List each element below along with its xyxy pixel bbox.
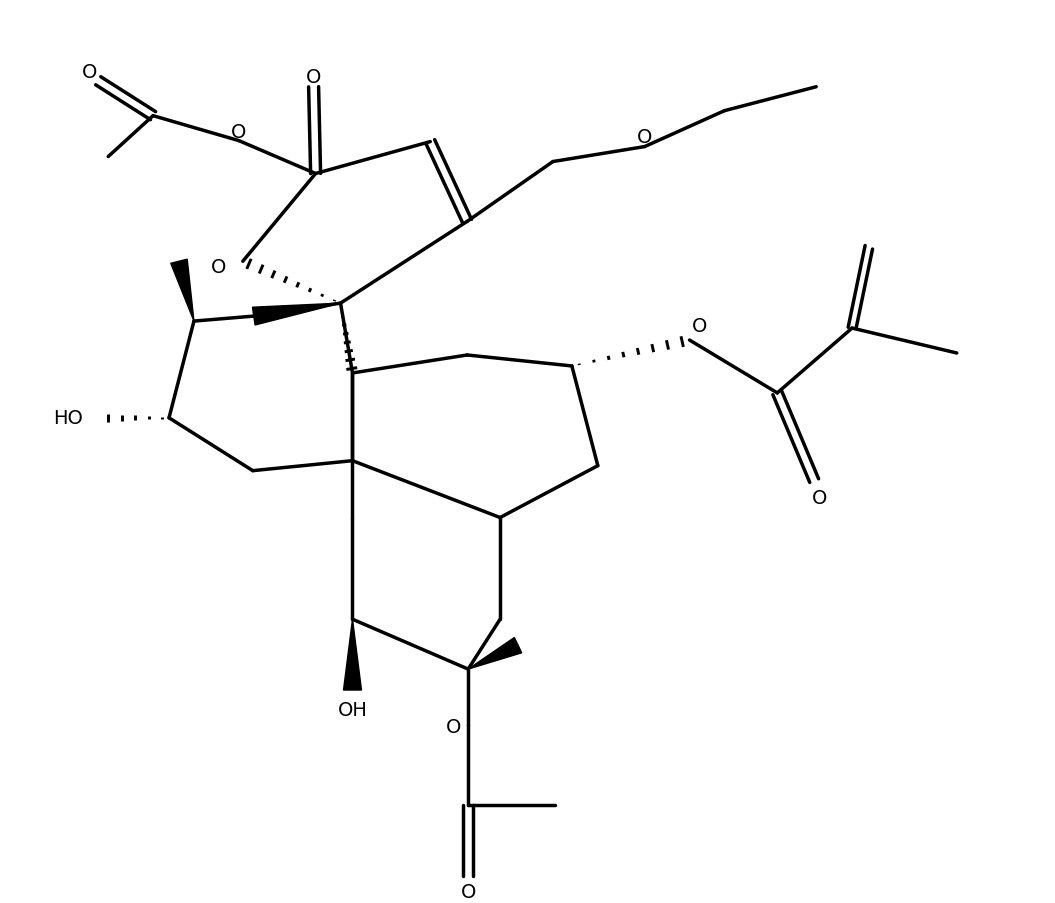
Text: O: O: [637, 128, 652, 147]
Text: HO: HO: [54, 409, 83, 428]
Polygon shape: [252, 303, 341, 326]
Text: O: O: [460, 882, 476, 901]
Text: O: O: [81, 63, 97, 82]
Text: O: O: [211, 257, 227, 276]
Polygon shape: [468, 638, 521, 669]
Polygon shape: [344, 619, 362, 690]
Text: OH: OH: [338, 701, 367, 720]
Text: O: O: [811, 489, 827, 507]
Text: O: O: [231, 123, 247, 142]
Polygon shape: [171, 260, 194, 321]
Text: O: O: [692, 316, 707, 335]
Text: O: O: [306, 69, 322, 88]
Text: O: O: [445, 718, 461, 737]
